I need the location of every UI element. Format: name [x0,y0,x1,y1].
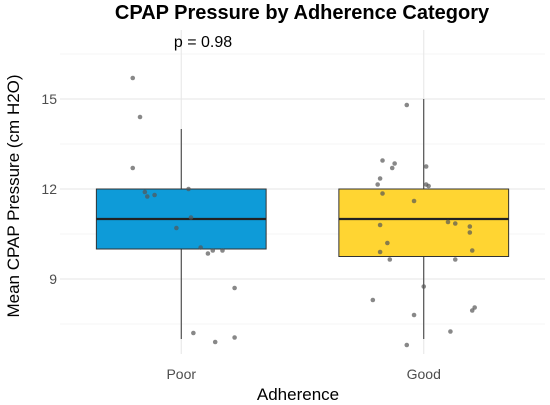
jitter-points [130,75,477,348]
data-point [452,221,458,226]
data-point [212,339,218,345]
box-good [338,188,510,257]
data-point [467,224,473,229]
data-point [380,191,385,196]
data-point [469,308,475,313]
data-point [186,186,191,192]
data-point [205,251,211,256]
y-tick-label: 15 [41,91,57,107]
data-point [130,75,136,81]
chart-title: CPAP Pressure by Adherence Category [115,2,490,24]
y-tick-label: 12 [41,181,57,197]
data-point [445,219,451,225]
data-point [370,297,376,303]
data-point [137,114,143,120]
y-tick-label: 9 [49,271,57,287]
data-point [188,215,194,220]
p-value-annotation: p = 0.98 [174,34,232,51]
box-layer [95,99,510,339]
data-point [375,182,380,187]
data-point [232,285,237,291]
x-axis-label: Adherence [257,385,339,404]
data-point [421,284,427,289]
data-point [380,158,385,163]
data-point [452,257,458,262]
data-point [469,248,475,253]
data-point [423,164,429,169]
data-point [426,183,431,189]
data-point [377,176,383,181]
data-point [387,257,393,262]
data-point [411,198,417,204]
data-point [404,342,410,348]
data-point [174,225,179,231]
data-point [130,165,136,171]
y-axis-label: Mean CPAP Pressure (cm H2O) [4,74,23,317]
data-point [232,335,237,340]
data-point [142,189,148,195]
data-point [145,194,150,199]
data-point [220,248,225,253]
x-tick-label: Good [407,366,441,382]
data-point [210,248,216,253]
data-point [198,245,203,250]
data-point [392,161,397,166]
data-point [152,192,157,198]
axis-ticks: 9 12 15 Poor Good [41,91,440,382]
data-point [377,222,383,228]
x-tick-label: Poor [166,366,196,382]
data-point [389,165,395,171]
data-point [467,230,473,235]
data-point [385,240,390,246]
data-point [377,249,383,255]
data-point [411,312,417,318]
data-point [404,102,410,108]
data-point [191,330,196,336]
data-point [448,329,453,334]
